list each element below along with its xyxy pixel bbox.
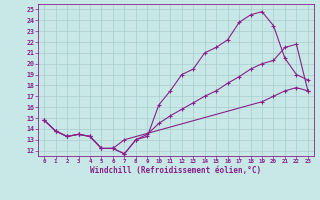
X-axis label: Windchill (Refroidissement éolien,°C): Windchill (Refroidissement éolien,°C)	[91, 166, 261, 175]
